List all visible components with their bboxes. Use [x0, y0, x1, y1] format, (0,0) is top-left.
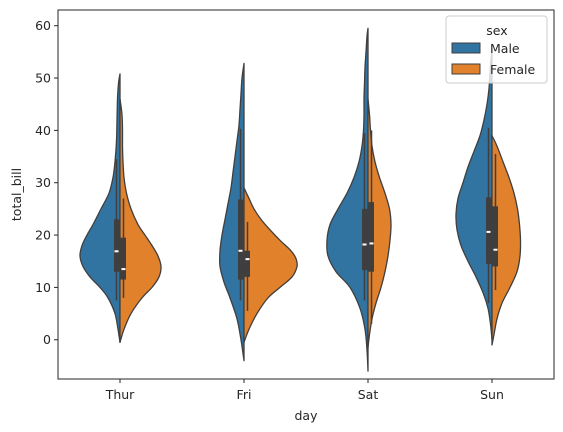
y-axis: 0 10 20 30 40 50 60 [35, 18, 58, 347]
legend-title: sex [486, 23, 507, 38]
y-tick-label: 30 [35, 175, 51, 190]
y-axis-label: total_bill [9, 168, 24, 221]
legend-label-male: Male [490, 41, 520, 56]
violin-male-sun [456, 52, 492, 340]
violin-male-sat [327, 28, 368, 371]
x-tick-label: Sun [480, 387, 504, 402]
y-tick-label: 60 [35, 18, 51, 33]
legend-swatch-male [452, 43, 480, 53]
y-tick-label: 0 [43, 332, 51, 347]
x-axis: Thur Fri Sat Sun [105, 379, 504, 402]
x-tick-label: Sat [358, 387, 379, 402]
x-tick-label: Fri [237, 387, 252, 402]
legend-label-female: Female [490, 62, 536, 77]
violin-female-thur [120, 99, 161, 342]
violin-male-thur [80, 74, 120, 343]
y-tick-label: 40 [35, 123, 51, 138]
legend-swatch-female [452, 64, 480, 74]
y-tick-label: 50 [35, 71, 51, 86]
violin-female-fri [244, 188, 297, 342]
x-axis-label: day [295, 408, 319, 423]
x-tick-label: Thur [105, 387, 135, 402]
inner-boxes-layer [114, 128, 498, 324]
legend: sex Male Female [446, 16, 547, 83]
y-tick-label: 10 [35, 280, 51, 295]
y-tick-label: 20 [35, 228, 51, 243]
